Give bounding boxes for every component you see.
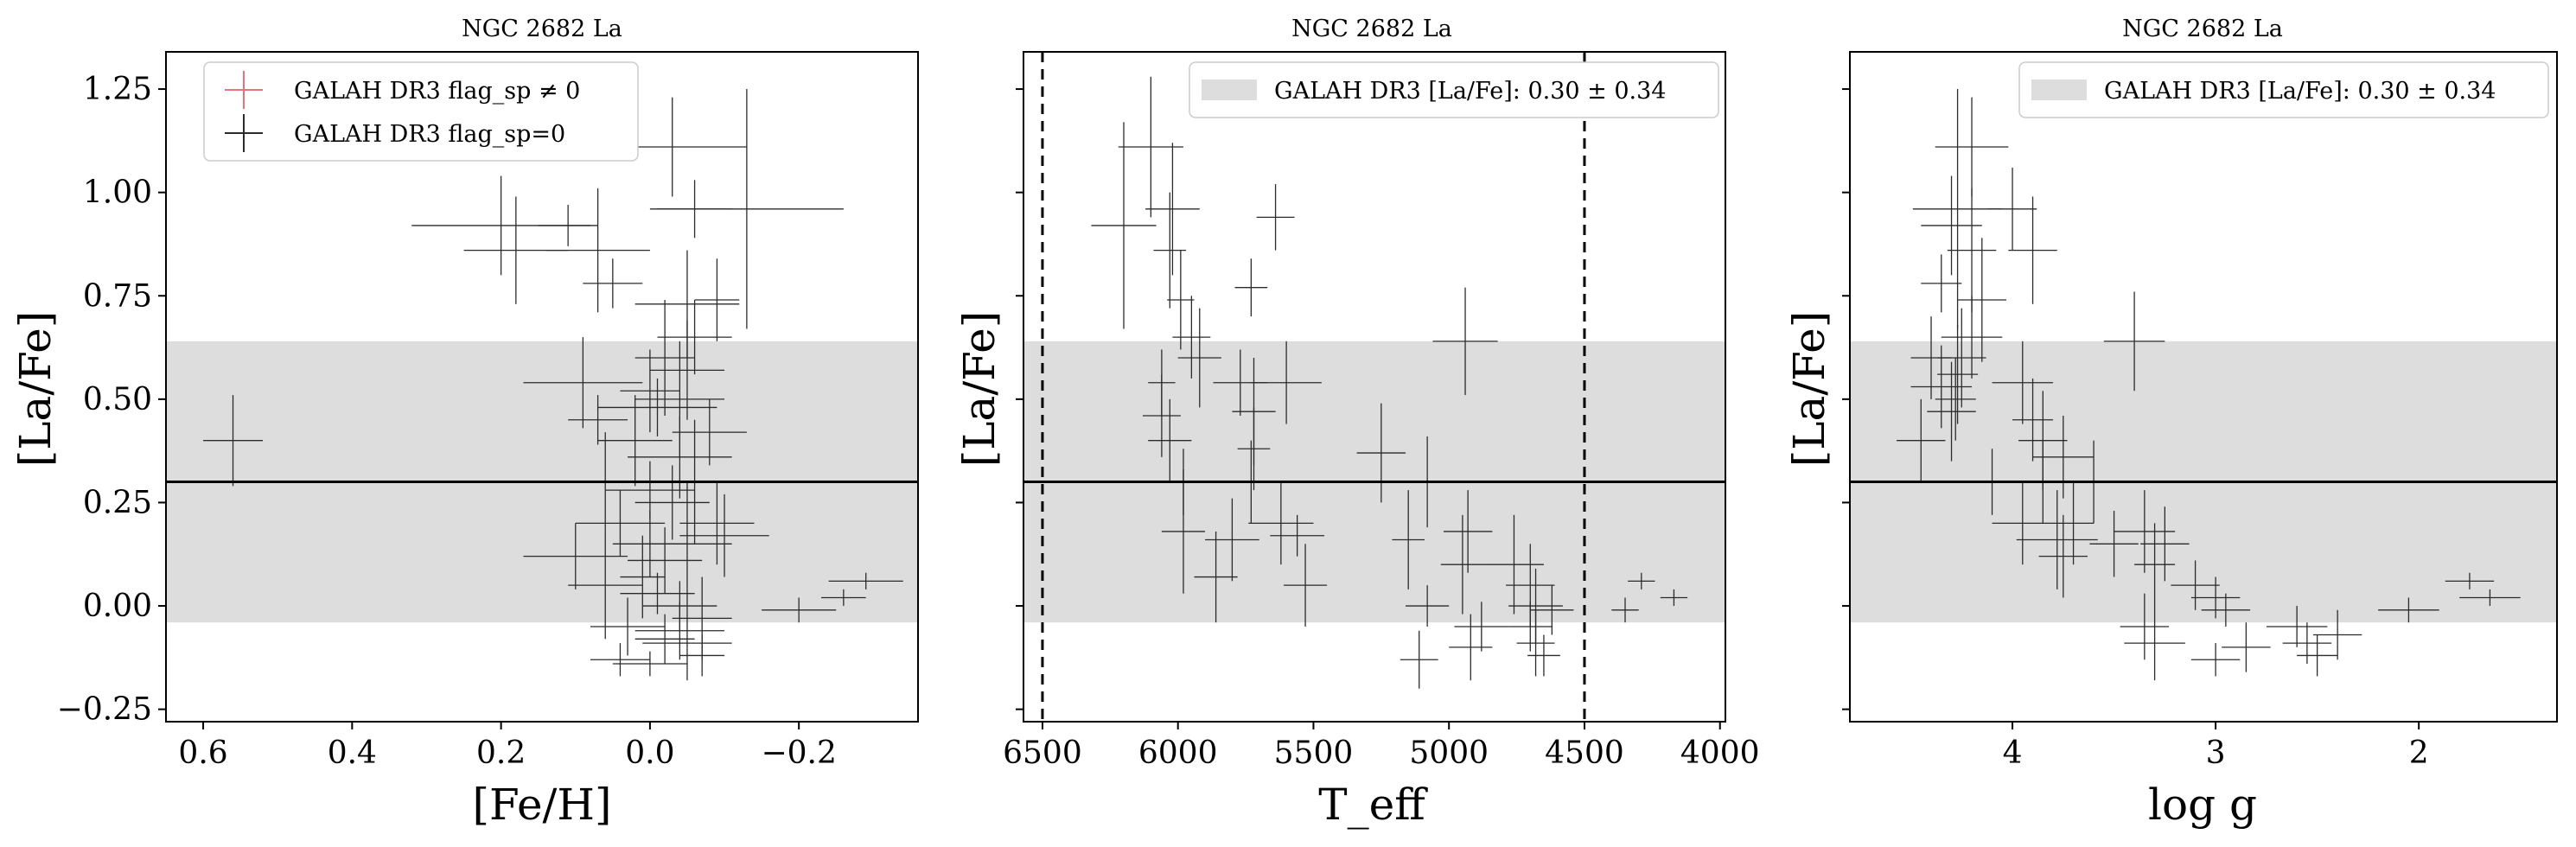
x-tick-label: 5500: [1274, 736, 1354, 771]
y-tick-label: 0.75: [83, 278, 152, 314]
legend-box: [203, 61, 639, 162]
x-tick-label: 6500: [1003, 736, 1082, 771]
plot-frame: [165, 51, 919, 723]
panel-title: NGC 2682 La: [2122, 16, 2283, 42]
legend-label-band: GALAH DR3 [La/Fe]: 0.30 ± 0.34: [2104, 78, 2496, 105]
y-tick-label: −0.25: [57, 692, 152, 728]
x-tick-label: 4500: [1545, 736, 1624, 771]
legend-box: [2018, 61, 2549, 118]
panel-title: NGC 2682 La: [1291, 16, 1452, 42]
x-tick-label: 2: [2409, 736, 2429, 771]
panel-title: NGC 2682 La: [462, 16, 622, 42]
y-axis-label: [La/Fe]: [954, 311, 1004, 467]
x-tick-label: 4: [2003, 736, 2023, 771]
y-axis-label: [La/Fe]: [1784, 311, 1834, 467]
panel-teff-plot: 6500 6000 5500 5000 4500 4000: [1003, 51, 1760, 771]
y-tick-label: 0.00: [83, 589, 152, 624]
panel-logg-plot: 4 3 2: [1842, 51, 2558, 771]
x-axis-label: [Fe/H]: [472, 780, 611, 830]
x-tick-label: 6000: [1138, 736, 1218, 771]
legend-band-swatch: [1202, 80, 1257, 100]
y-tick-label: 0.25: [83, 485, 152, 520]
x-tick-label: 0.0: [625, 736, 674, 771]
x-tick-label: 0.6: [178, 736, 227, 771]
legend-box: [1189, 61, 1719, 118]
plot-frame: [1849, 51, 2558, 723]
x-tick-label: 5000: [1409, 736, 1489, 771]
plot-frame: [1023, 51, 1726, 723]
legend-label-flagged: GALAH DR3 flag_sp ≠ 0: [294, 78, 580, 105]
x-tick-label: −0.2: [761, 736, 836, 771]
legend: GALAH DR3 [La/Fe]: 0.30 ± 0.34: [1189, 61, 1719, 118]
y-axis-label: [La/Fe]: [10, 311, 61, 467]
y-tick-label: 1.00: [83, 175, 152, 211]
x-tick-label: 3: [2206, 736, 2226, 771]
x-tick-label: 0.2: [476, 736, 526, 771]
panel-feh: NGC 2682 La 0.6 0.4 0.2 0.0 −0.2 −0.25 0.00 0.2…: [10, 16, 919, 830]
legend-label-unflagged: GALAH DR3 flag_sp=0: [294, 121, 565, 148]
x-axis-label: T_eff: [1318, 780, 1428, 830]
panel-logg: NGC 2682 La 4 3 2 log g [La/Fe] GALAH DR3 …: [1784, 16, 2558, 830]
legend-band-swatch: [2031, 80, 2087, 100]
legend-label-band: GALAH DR3 [La/Fe]: 0.30 ± 0.34: [1274, 78, 1667, 105]
panel-feh-plot: 0.6 0.4 0.2 0.0 −0.2 −0.25 0.00 0.25 0.50 0.75 1.0…: [57, 51, 919, 771]
legend: GALAH DR3 flag_sp ≠ 0 GALAH DR3 flag_sp=…: [203, 61, 639, 162]
x-axis-label: log g: [2148, 780, 2257, 830]
legend: GALAH DR3 [La/Fe]: 0.30 ± 0.34: [2018, 61, 2549, 118]
panel-teff: NGC 2682 La 6500 6000 5500 5000 4500 4000 T_e…: [954, 16, 1760, 830]
y-tick-label: 0.50: [83, 382, 152, 417]
x-tick-label: 4000: [1680, 736, 1760, 771]
y-tick-label: 1.25: [83, 72, 152, 107]
x-tick-label: 0.4: [328, 736, 377, 771]
